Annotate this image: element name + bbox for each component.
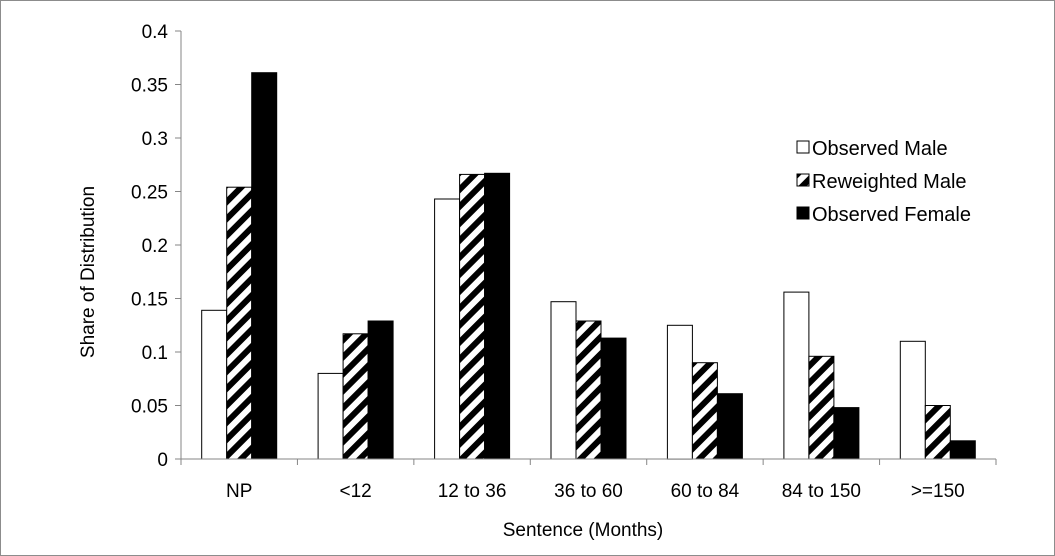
y-tick-labels: 0 0.05 0.1 0.15 0.2 0.25 0.3 0.35 0.4 — [131, 22, 168, 471]
legend-label-observed-female: Observed Female — [812, 204, 971, 226]
bar-reweighted-male-12 — [342, 333, 369, 460]
y-tick-label: 0.25 — [131, 183, 168, 204]
y-tick-label: 0.1 — [142, 343, 168, 364]
bar-observed-female-36-to-60 — [600, 337, 627, 460]
y-tick-label: 0.4 — [142, 22, 169, 43]
x-tick-label-60-to-84: 60 to 84 — [671, 481, 740, 502]
bar-observed-female-12-to-36 — [484, 172, 511, 460]
y-tick-label: 0.05 — [131, 397, 168, 418]
bar-observed-male-12-to-36 — [434, 198, 461, 460]
bar-reweighted-male-12-to-36 — [459, 173, 486, 460]
legend-label-observed-male: Observed Male — [812, 138, 948, 160]
bar-observed-male-36-to-60 — [550, 301, 577, 460]
x-tick-label-np: NP — [226, 481, 252, 502]
x-tick-label-150: >=150 — [911, 481, 965, 502]
bar-observed-male-60-to-84 — [666, 324, 693, 460]
x-tick-label-12: <12 — [340, 481, 372, 502]
bar-observed-male-np — [201, 309, 228, 460]
bars-layer — [201, 72, 976, 460]
y-tick-label: 0.3 — [142, 129, 168, 150]
bar-observed-male-12 — [317, 372, 344, 460]
bar-observed-female-12 — [367, 320, 394, 460]
legend-swatch-observed-female — [796, 206, 810, 220]
bar-reweighted-male-60-to-84 — [691, 362, 718, 460]
bar-observed-female-150 — [949, 440, 976, 460]
legend: Observed Male Reweighted Male Observed Fem… — [796, 138, 971, 226]
bar-observed-female-84-to-150 — [833, 407, 860, 460]
bar-observed-female-np — [251, 72, 278, 460]
bar-reweighted-male-36-to-60 — [575, 320, 602, 460]
bar-observed-male-150 — [899, 340, 926, 460]
x-axis-title: Sentence (Months) — [503, 520, 664, 541]
y-tick-label: 0.2 — [142, 236, 168, 257]
y-tick-label: 0.15 — [131, 290, 168, 311]
y-axis-title: Share of Distribution — [78, 186, 99, 358]
bar-observed-male-84-to-150 — [783, 291, 810, 460]
bar-reweighted-male-np — [226, 186, 253, 460]
legend-swatch-observed-male — [796, 140, 810, 154]
bar-reweighted-male-150 — [924, 405, 951, 460]
x-tick-label-12-to-36: 12 to 36 — [438, 481, 507, 502]
bar-reweighted-male-84-to-150 — [808, 355, 835, 460]
x-tick-label-36-to-60: 36 to 60 — [554, 481, 623, 502]
y-tick-label: 0 — [157, 450, 168, 471]
x-tick-label-84-to-150: 84 to 150 — [782, 481, 861, 502]
legend-label-reweighted-male: Reweighted Male — [812, 171, 967, 193]
x-tick-labels: NP <12 12 to 36 36 to 60 60 to 84 84 to 150 >=… — [226, 481, 965, 502]
axes-layer — [175, 30, 997, 465]
bar-observed-female-60-to-84 — [716, 393, 743, 460]
y-tick-label: 0.35 — [131, 76, 168, 97]
legend-swatch-reweighted-male — [796, 173, 810, 187]
